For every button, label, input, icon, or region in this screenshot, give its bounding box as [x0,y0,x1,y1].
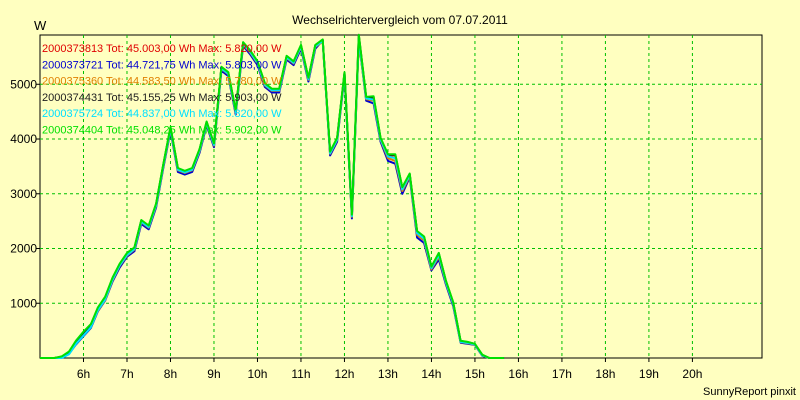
legend: 2000373813 Tot: 45.003,00 Wh Max: 5.820,… [42,43,282,137]
legend-entry-2000374431: 2000374431 Tot: 45.155,25 Wh Max: 5.903,… [42,92,282,104]
legend-entry-2000375360: 2000375360 Tot: 44.583,50 Wh Max: 5.780,… [42,76,282,88]
y-tick-label: 3000 [10,187,37,201]
x-tick-label: 13h [378,367,398,381]
y-axis-unit: W [34,18,47,33]
legend-entry-2000373813: 2000373813 Tot: 45.003,00 Wh Max: 5.820,… [42,43,282,55]
x-tick-label: 12h [334,367,354,381]
y-tick-label: 5000 [10,77,37,91]
x-tick-label: 14h [421,367,441,381]
x-tick-label: 8h [164,367,177,381]
plot-area [39,34,763,359]
x-tick-label: 15h [465,367,485,381]
x-tick-label: 6h [77,367,90,381]
grid [40,35,762,358]
x-tick-label: 10h [247,367,267,381]
x-tick-label: 19h [639,367,659,381]
legend-entry-2000374404: 2000374404 Tot: 45.048,25 Wh Max: 5.902,… [42,125,282,137]
series-line-2000374404 [40,33,505,359]
y-tick-label: 1000 [10,296,37,310]
x-tick-label: 16h [508,367,528,381]
footer-credit: SunnyReport pinxit [703,386,796,398]
x-tick-label: 9h [207,367,220,381]
x-tick-label: 20h [682,367,702,381]
legend-entry-2000375724: 2000375724 Tot: 44.837,00 Wh Max: 5.820,… [42,108,282,120]
y-tick-label: 2000 [10,242,37,256]
chart-title: Wechselrichtervergleich vom 07.07.2011 [292,13,508,27]
y-tick-label: 4000 [10,132,37,146]
x-tick-label: 11h [291,367,310,381]
axes: 1000 2000 3000 4000 5000 6h 7h 8h 9h 10h 11h 12h 13h… [10,77,702,381]
legend-entry-2000373721: 2000373721 Tot: 44.721,75 Wh Max: 5.803,… [42,59,282,71]
x-tick-label: 7h [120,367,133,381]
x-tick-label: 17h [552,367,572,381]
x-tick-label: 18h [595,367,615,381]
series-lines [40,33,505,359]
